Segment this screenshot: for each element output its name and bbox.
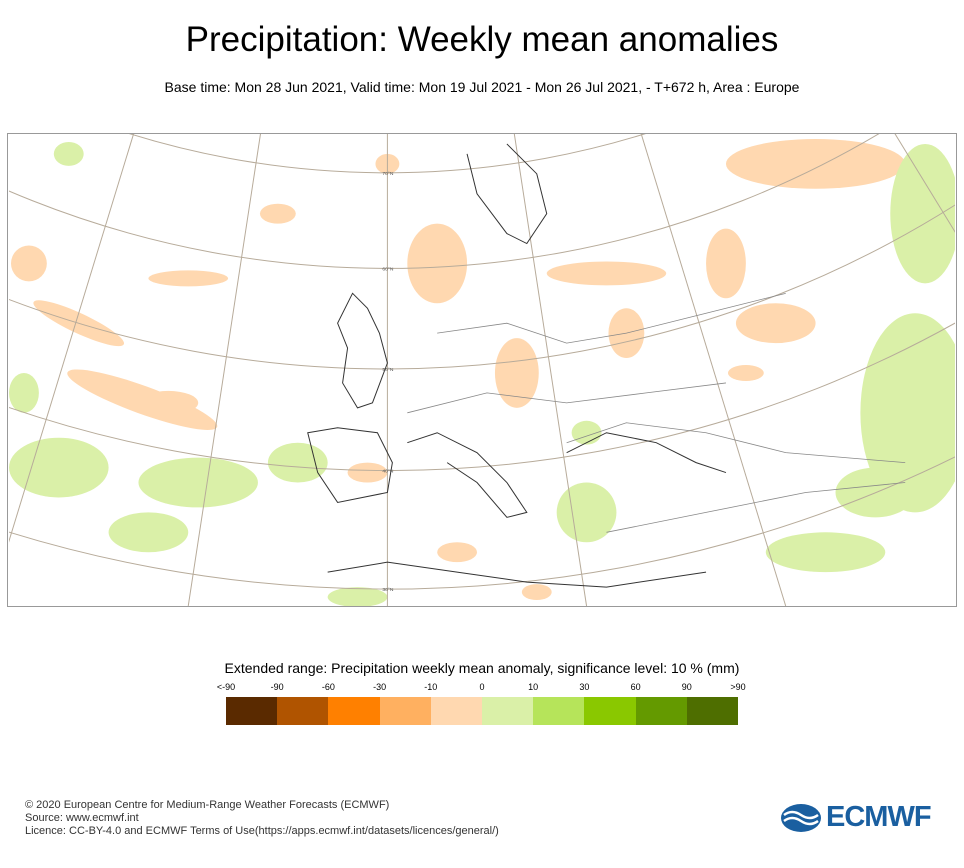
ecmwf-logo-text: ECMWF bbox=[826, 801, 932, 833]
wet-anomaly-areas bbox=[9, 141, 955, 606]
legend-title: Extended range: Precipitation weekly mea… bbox=[224, 660, 740, 676]
lat-label-30: 30°N bbox=[382, 587, 394, 593]
lat-label-70: 70°N bbox=[382, 171, 394, 177]
legend-color-swatch bbox=[328, 697, 380, 725]
legend-color-bar bbox=[226, 697, 739, 725]
precipitation-anomaly-map: 70°N 60°N 50°N 40°N 30°N bbox=[7, 133, 957, 607]
legend-color-swatch bbox=[533, 697, 585, 725]
legend-color-swatch bbox=[226, 697, 278, 725]
legend-color-swatch bbox=[482, 697, 534, 725]
coastlines bbox=[307, 143, 727, 588]
ecmwf-logo-icon bbox=[781, 803, 821, 832]
legend-color-swatch bbox=[635, 697, 687, 725]
legend-tick: >90 bbox=[730, 682, 746, 692]
legend-tick: <-90 bbox=[216, 682, 236, 692]
legend-tick: -30 bbox=[373, 682, 387, 692]
legend-tick: -60 bbox=[321, 682, 335, 692]
legend-color-swatch bbox=[430, 697, 483, 725]
latitude-labels: 70°N 60°N 50°N 40°N 30°N bbox=[382, 171, 394, 593]
country-borders bbox=[407, 292, 906, 533]
lat-label-60: 60°N bbox=[382, 266, 394, 272]
legend-ticks: <-90 -90 -60 -30 -10 0 10 30 60 90 >90 bbox=[217, 682, 746, 694]
legend-color-swatch bbox=[379, 697, 431, 725]
copyright-text: © 2020 European Centre for Medium-Range … bbox=[25, 799, 390, 811]
legend-tick: 0 bbox=[479, 682, 485, 692]
source-text: Source: www.ecmwf.int bbox=[25, 812, 139, 824]
legend-color-swatch bbox=[584, 697, 636, 725]
lat-label-40: 40°N bbox=[382, 469, 394, 475]
licence-text: Licence: CC-BY-4.0 and ECMWF Terms of Us… bbox=[25, 825, 499, 837]
legend-tick: 10 bbox=[528, 682, 539, 692]
graticule bbox=[9, 134, 955, 606]
ecmwf-logo: ECMWF bbox=[780, 801, 932, 834]
legend-color-swatch bbox=[277, 697, 329, 725]
legend-color-swatch bbox=[686, 697, 739, 725]
legend-tick: -10 bbox=[424, 682, 438, 692]
legend-tick: 30 bbox=[579, 682, 590, 692]
footer: © 2020 European Centre for Medium-Range … bbox=[25, 799, 499, 838]
legend-tick: -90 bbox=[270, 682, 284, 692]
dry-anomaly-areas bbox=[10, 138, 906, 601]
legend-tick: 60 bbox=[630, 682, 641, 692]
page-subtitle: Base time: Mon 28 Jun 2021, Valid time: … bbox=[164, 79, 800, 95]
page-title: Precipitation: Weekly mean anomalies bbox=[185, 20, 779, 59]
lat-label-50: 50°N bbox=[382, 367, 394, 373]
legend-tick: 90 bbox=[681, 682, 692, 692]
